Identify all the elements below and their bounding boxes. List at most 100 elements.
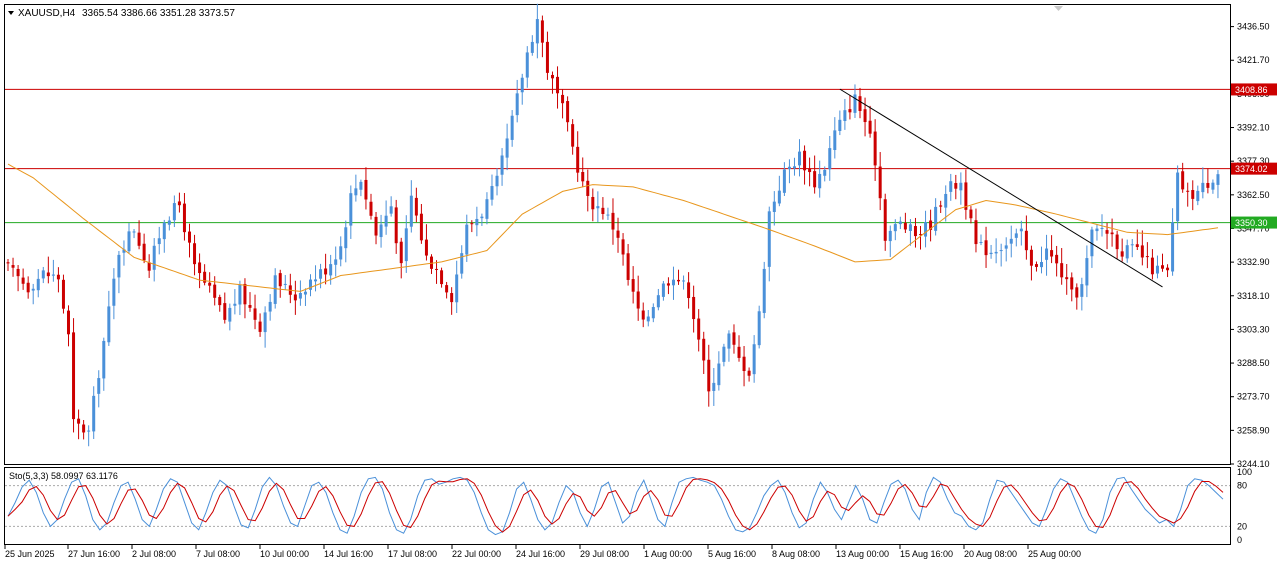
- candle: [994, 238, 998, 264]
- candle: [1191, 180, 1195, 211]
- candle: [677, 269, 681, 285]
- candle: [399, 237, 403, 279]
- candle: [798, 139, 802, 177]
- stochastic-label: Sto(5,3,3) 58.0997 63.1176: [9, 471, 118, 481]
- candle: [46, 256, 50, 284]
- candle: [349, 185, 353, 239]
- candle-body: [1206, 182, 1210, 188]
- moving-average: [7, 163, 1219, 292]
- candle-body: [61, 279, 65, 309]
- candle: [228, 303, 232, 331]
- candle: [162, 219, 166, 253]
- candle: [460, 245, 464, 279]
- candle: [576, 131, 580, 182]
- time-tick-label: 15 Aug 16:00: [900, 549, 953, 559]
- candle: [515, 79, 519, 123]
- candle-body: [949, 181, 953, 192]
- candle: [581, 157, 585, 188]
- candle-body: [924, 222, 928, 237]
- candle-body: [157, 238, 161, 245]
- candle: [525, 46, 529, 88]
- candle-body: [1095, 228, 1099, 232]
- candle: [535, 3, 539, 59]
- candle: [319, 263, 323, 289]
- candle: [1110, 218, 1114, 247]
- candle-body: [364, 179, 368, 200]
- candle: [888, 225, 892, 257]
- stochastic-level-label: 80: [1237, 481, 1247, 491]
- dropdown-arrow-icon[interactable]: [8, 11, 14, 15]
- candle: [505, 123, 509, 171]
- candle: [1024, 215, 1028, 260]
- candle: [147, 254, 151, 278]
- candle-body: [843, 110, 847, 122]
- candle-body: [631, 279, 635, 292]
- candle-body: [979, 241, 983, 243]
- candle: [117, 251, 121, 294]
- time-tick-label: 10 Jul 00:00: [260, 549, 309, 559]
- candle: [1166, 264, 1170, 278]
- time-tick-label: 2 Jul 08:00: [132, 549, 176, 559]
- candle: [440, 267, 444, 288]
- candle: [369, 193, 373, 220]
- candle-body: [707, 359, 711, 392]
- candle-body: [586, 180, 590, 196]
- candle-body: [1034, 264, 1038, 267]
- scroll-marker-icon[interactable]: [1054, 6, 1063, 11]
- candle: [626, 244, 630, 286]
- candle-body: [661, 283, 665, 297]
- candle-body: [1045, 248, 1049, 260]
- candle: [1019, 220, 1023, 246]
- price-tick-label: 3362.50: [1237, 190, 1270, 200]
- candle: [424, 224, 428, 261]
- candle: [868, 105, 872, 138]
- candle-body: [828, 148, 832, 170]
- candle: [248, 292, 252, 312]
- candle-body: [198, 262, 202, 274]
- candle-body: [1014, 233, 1018, 238]
- candle-body: [787, 166, 791, 170]
- candle: [1040, 246, 1044, 274]
- candle: [722, 343, 726, 367]
- candle: [1045, 234, 1049, 276]
- candle-body: [1070, 277, 1074, 290]
- candle: [631, 266, 635, 304]
- candle-body: [480, 216, 484, 219]
- candle: [1145, 242, 1149, 269]
- candle-body: [107, 306, 111, 343]
- candle: [692, 285, 696, 333]
- candle: [1201, 167, 1205, 199]
- candle-body: [429, 256, 433, 269]
- candle-body: [379, 224, 383, 238]
- candle: [782, 162, 786, 197]
- candle-body: [490, 186, 494, 200]
- candle-body: [1171, 222, 1175, 272]
- candle-body: [561, 94, 565, 104]
- candle: [682, 275, 686, 290]
- candle: [1080, 277, 1084, 311]
- candle: [293, 280, 297, 315]
- candle-body: [218, 297, 222, 306]
- candle-body: [692, 296, 696, 320]
- candle: [308, 274, 312, 297]
- candle-body: [525, 52, 529, 78]
- candle-body: [929, 220, 933, 230]
- candle: [61, 274, 65, 314]
- candle-body: [77, 418, 81, 424]
- candle: [601, 197, 605, 220]
- candle: [102, 337, 106, 391]
- candle-body: [87, 430, 91, 432]
- candle-body: [182, 203, 186, 233]
- candle: [944, 185, 948, 222]
- candle-body: [1055, 254, 1059, 264]
- candle: [364, 167, 368, 210]
- candle: [566, 96, 570, 132]
- candle-body: [1181, 171, 1185, 190]
- price-tick-label: 3377.30: [1237, 156, 1270, 166]
- candle-body: [540, 20, 544, 43]
- candle-body: [636, 291, 640, 309]
- candle-body: [424, 239, 428, 256]
- candle: [1140, 230, 1144, 266]
- candle-body: [868, 120, 872, 134]
- candle-body: [1211, 182, 1215, 190]
